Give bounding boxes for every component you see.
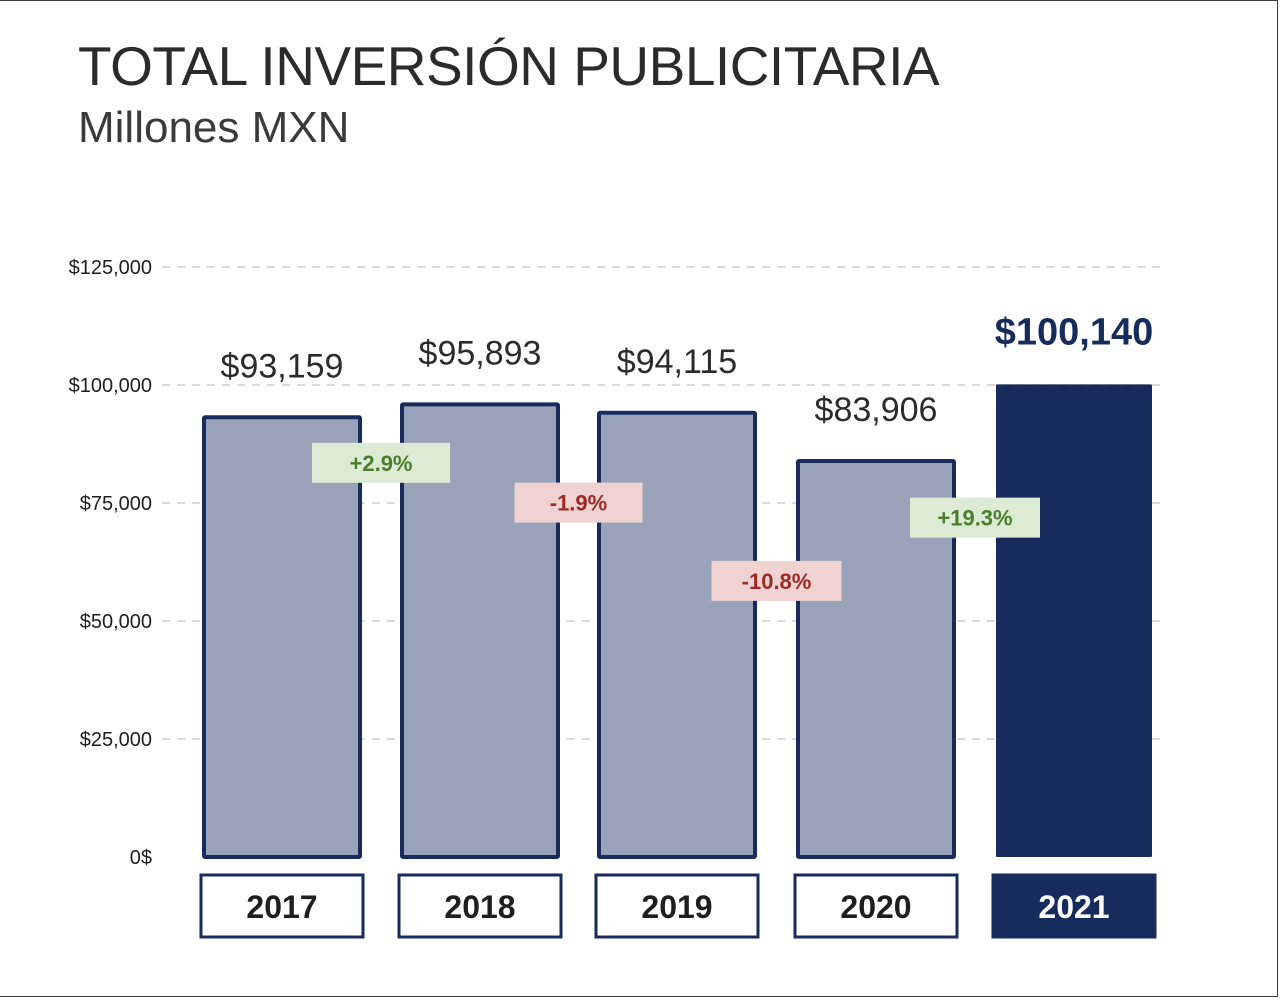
y-tick-label: $50,000 (80, 611, 152, 633)
y-tick-label: $125,000 (69, 257, 152, 279)
category-label-2017: 2017 (246, 889, 317, 925)
category-label-2018: 2018 (444, 889, 515, 925)
category-label-2019: 2019 (641, 889, 712, 925)
y-tick-label: $25,000 (80, 729, 152, 751)
change-label-2021: +19.3% (937, 506, 1012, 531)
category-box-2017 (199, 873, 365, 939)
bar-2020 (796, 458, 956, 859)
value-label-2018: $95,893 (419, 334, 542, 372)
change-label-2019: -1.9% (550, 491, 607, 516)
change-label-2018: +2.9% (350, 451, 413, 476)
category-label-2021: 2021 (1038, 889, 1109, 925)
bar-2019 (597, 410, 757, 859)
category-box-2019 (594, 873, 760, 939)
chart-title: TOTAL INVERSIÓN PUBLICITARIA (78, 35, 940, 97)
y-tick-label: $100,000 (69, 375, 152, 397)
category-box-2021 (991, 873, 1157, 939)
change-label-2020: -10.8% (742, 569, 812, 594)
change-badge-2018 (312, 442, 450, 483)
change-badge-2020 (711, 560, 842, 601)
category-box-2020 (793, 873, 959, 939)
value-label-2020: $83,906 (815, 391, 938, 429)
change-badge-2019 (514, 482, 643, 523)
value-label-2021: $100,140 (995, 311, 1154, 353)
change-badge-2021 (910, 497, 1040, 538)
bar-2017 (202, 415, 362, 859)
bar-2021 (996, 384, 1152, 857)
category-label-2020: 2020 (840, 889, 911, 925)
category-box-2018 (397, 873, 563, 939)
value-label-2019: $94,115 (617, 343, 737, 381)
y-tick-label: 0$ (130, 847, 152, 869)
value-label-2017: $93,159 (221, 347, 344, 385)
y-tick-label: $75,000 (80, 493, 152, 515)
chart-subtitle: Millones MXN (78, 103, 350, 152)
